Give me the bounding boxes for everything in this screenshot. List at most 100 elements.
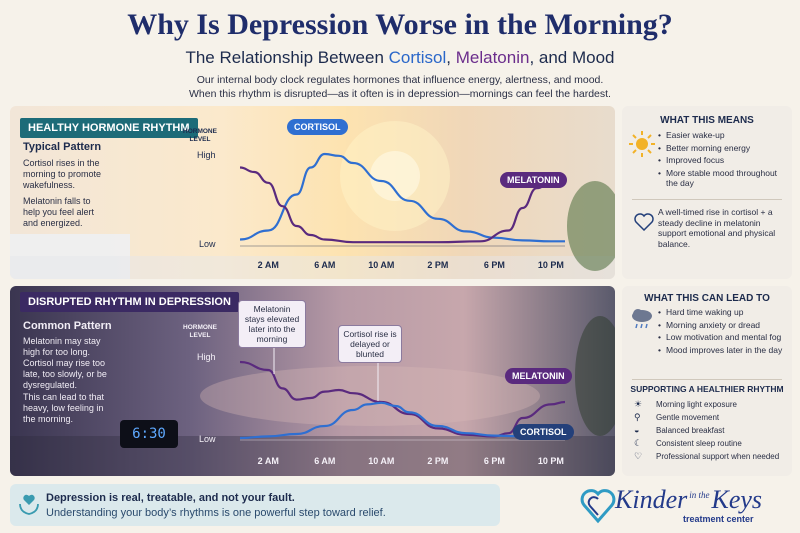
- subtitle-sep1: ,: [446, 48, 456, 67]
- support-text: Consistent sleep routine: [656, 439, 742, 448]
- means-list: Easier wake-up Better morning energy Imp…: [658, 130, 788, 191]
- support-text: Professional support when needed: [656, 452, 780, 461]
- healthy-ytitle: HORMONE LEVEL: [180, 128, 220, 144]
- heart-icon: [634, 213, 654, 231]
- healthy-tag: HEALTHY HORMONE RHYTHM: [20, 118, 198, 138]
- rain-cloud-icon: [632, 309, 652, 329]
- what-this-means-heading: WHAT THIS MEANS: [660, 115, 754, 126]
- subtitle-melatonin: Melatonin: [455, 48, 530, 67]
- side-divider: [632, 199, 782, 200]
- kinder-in-the-keys-logo: Kinder in theKeys treatment center: [577, 481, 792, 529]
- logo-end-text: Keys: [711, 485, 763, 514]
- disrupted-ytitle: HORMONE LEVEL: [180, 324, 220, 340]
- heart-icon: ♡: [634, 451, 643, 461]
- means-item: More stable mood throughout the day: [658, 168, 788, 189]
- disrupted-ytick-low: Low: [199, 434, 216, 444]
- logo-mid-text: in the: [689, 490, 710, 500]
- subtitle-cortisol: Cortisol: [388, 48, 447, 67]
- sun-icon: [629, 131, 655, 157]
- support-item-professional: ♡ Professional support when needed: [634, 451, 779, 462]
- lead-to-list: Hard time waking up Morning anxiety or d…: [658, 307, 788, 357]
- side-divider: [632, 379, 782, 380]
- x-tick-label: 2 PM: [427, 260, 448, 270]
- x-tick-label: 6 AM: [314, 260, 335, 270]
- healthy-ytick-low: Low: [199, 239, 216, 249]
- disrupted-desc-2: This can lead to that heavy, low feeling…: [23, 392, 105, 424]
- bowl-icon: ◒: [634, 425, 640, 435]
- support-heading: SUPPORTING A HEALTHIER RHYTHM: [630, 384, 784, 394]
- x-tick-label: 6 PM: [484, 456, 505, 466]
- disrupted-ytitle-1: HORMONE: [183, 324, 217, 331]
- healthy-cortisol-label: CORTISOL: [287, 119, 348, 135]
- x-tick-label: 2 AM: [258, 456, 279, 466]
- support-text: Morning light exposure: [656, 400, 737, 409]
- disrupted-melatonin-label: MELATONIN: [505, 368, 572, 384]
- footer-banner: Depression is real, treatable, and not y…: [10, 484, 500, 526]
- healthy-pattern-label: Typical Pattern: [23, 141, 102, 153]
- what-this-means-card: WHAT THIS MEANS Easier wake-up Better mo…: [622, 106, 792, 279]
- lead-to-item: Hard time waking up: [658, 307, 788, 318]
- healthy-desc-2: Melatonin falls to help you feel alert a…: [23, 196, 95, 228]
- x-tick-label: 6 PM: [484, 260, 505, 270]
- lead-to-item: Morning anxiety or dread: [658, 320, 788, 331]
- support-item-light: ☀ Morning light exposure: [634, 399, 737, 410]
- intro-line-1: Our internal body clock regulates hormon…: [196, 74, 604, 86]
- support-item-movement: ⚲ Gentle movement: [634, 412, 719, 423]
- disrupted-background-art: [10, 316, 615, 476]
- page-title: Why Is Depression Worse in the Morning?: [127, 8, 673, 41]
- intro-text: Our internal body clock regulates hormon…: [100, 73, 700, 101]
- disrupted-ytick-high: High: [197, 352, 216, 362]
- support-item-breakfast: ◒ Balanced breakfast: [634, 425, 725, 436]
- disrupted-ytitle-2: LEVEL: [189, 332, 211, 339]
- x-tick-label: 6 AM: [314, 456, 335, 466]
- callout-melatonin: Melatonin stays elevated later into the …: [238, 300, 306, 348]
- logo-heart-icon: [580, 489, 616, 524]
- lead-to-item: Mood improves later in the day: [658, 345, 788, 356]
- callout-cortisol: Cortisol rise is delayed or blunted: [338, 325, 402, 363]
- means-item: Easier wake-up: [658, 130, 788, 141]
- x-tick-label: 2 PM: [427, 456, 448, 466]
- healthy-melatonin-label: MELATONIN: [500, 172, 567, 188]
- moon-icon: ☾: [634, 438, 643, 448]
- healthy-desc-1: Cortisol rises in the morning to promote…: [23, 158, 102, 190]
- disrupted-rhythm-panel: DISRUPTED RHYTHM IN DEPRESSION Common Pa…: [10, 286, 615, 476]
- intro-line-2: When this rhythm is disrupted—as it ofte…: [189, 88, 611, 100]
- healthy-ytitle-1: HORMONE: [183, 128, 217, 135]
- healthy-rhythm-panel: HEALTHY HORMONE RHYTHM Typical Pattern C…: [10, 106, 615, 279]
- support-item-sleep: ☾ Consistent sleep routine: [634, 438, 742, 449]
- disrupted-cortisol-label: CORTISOL: [513, 424, 574, 440]
- healthy-cortisol-line: [239, 152, 565, 243]
- means-note: A well-timed rise in cortisol + a steady…: [658, 207, 776, 249]
- x-tick-label: 10 PM: [538, 456, 564, 466]
- means-item: Better morning energy: [658, 143, 788, 154]
- x-tick-label: 10 AM: [368, 456, 394, 466]
- healthy-ytick-high: High: [197, 150, 216, 160]
- lead-to-item: Low motivation and mental fog: [658, 332, 788, 343]
- healthy-ytitle-2: LEVEL: [189, 136, 211, 143]
- healthy-melatonin-line: [239, 166, 565, 244]
- page-subtitle: The Relationship Between Cortisol, Melat…: [0, 48, 800, 68]
- disrupted-pattern-label: Common Pattern: [23, 320, 112, 332]
- means-item: Improved focus: [658, 155, 788, 166]
- subtitle-sep2: , and Mood: [529, 48, 615, 67]
- walking-icon: ⚲: [634, 412, 641, 422]
- support-text: Balanced breakfast: [656, 426, 725, 435]
- healthy-background-art: [10, 121, 615, 279]
- logo-text: Kinder in theKeys: [615, 485, 762, 515]
- support-text: Gentle movement: [656, 413, 720, 422]
- what-this-can-lead-to-card: WHAT THIS CAN LEAD TO Hard time waking u…: [622, 286, 792, 476]
- x-tick-label: 2 AM: [258, 260, 279, 270]
- healthy-chart: 2 AM 6 AM 10 AM 2 PM 6 PM 10 PM: [239, 152, 565, 270]
- digital-clock: 6:30: [120, 420, 178, 448]
- subtitle-prefix: The Relationship Between: [185, 48, 389, 67]
- disrupted-tag: DISRUPTED RHYTHM IN DEPRESSION: [20, 292, 239, 312]
- disrupted-desc-1: Melatonin may stay high for too long. Co…: [23, 336, 107, 390]
- x-tick-label: 10 PM: [538, 260, 564, 270]
- heart-hands-icon: [19, 494, 39, 515]
- x-tick-label: 10 AM: [368, 260, 394, 270]
- footer-line-1: Depression is real, treatable, and not y…: [46, 492, 295, 504]
- logo-main-text: Kinder: [615, 485, 688, 514]
- sun-icon: ☀: [634, 399, 643, 409]
- footer-line-2: Understanding your body’s rhythms is one…: [46, 507, 386, 519]
- logo-subtitle: treatment center: [683, 514, 754, 524]
